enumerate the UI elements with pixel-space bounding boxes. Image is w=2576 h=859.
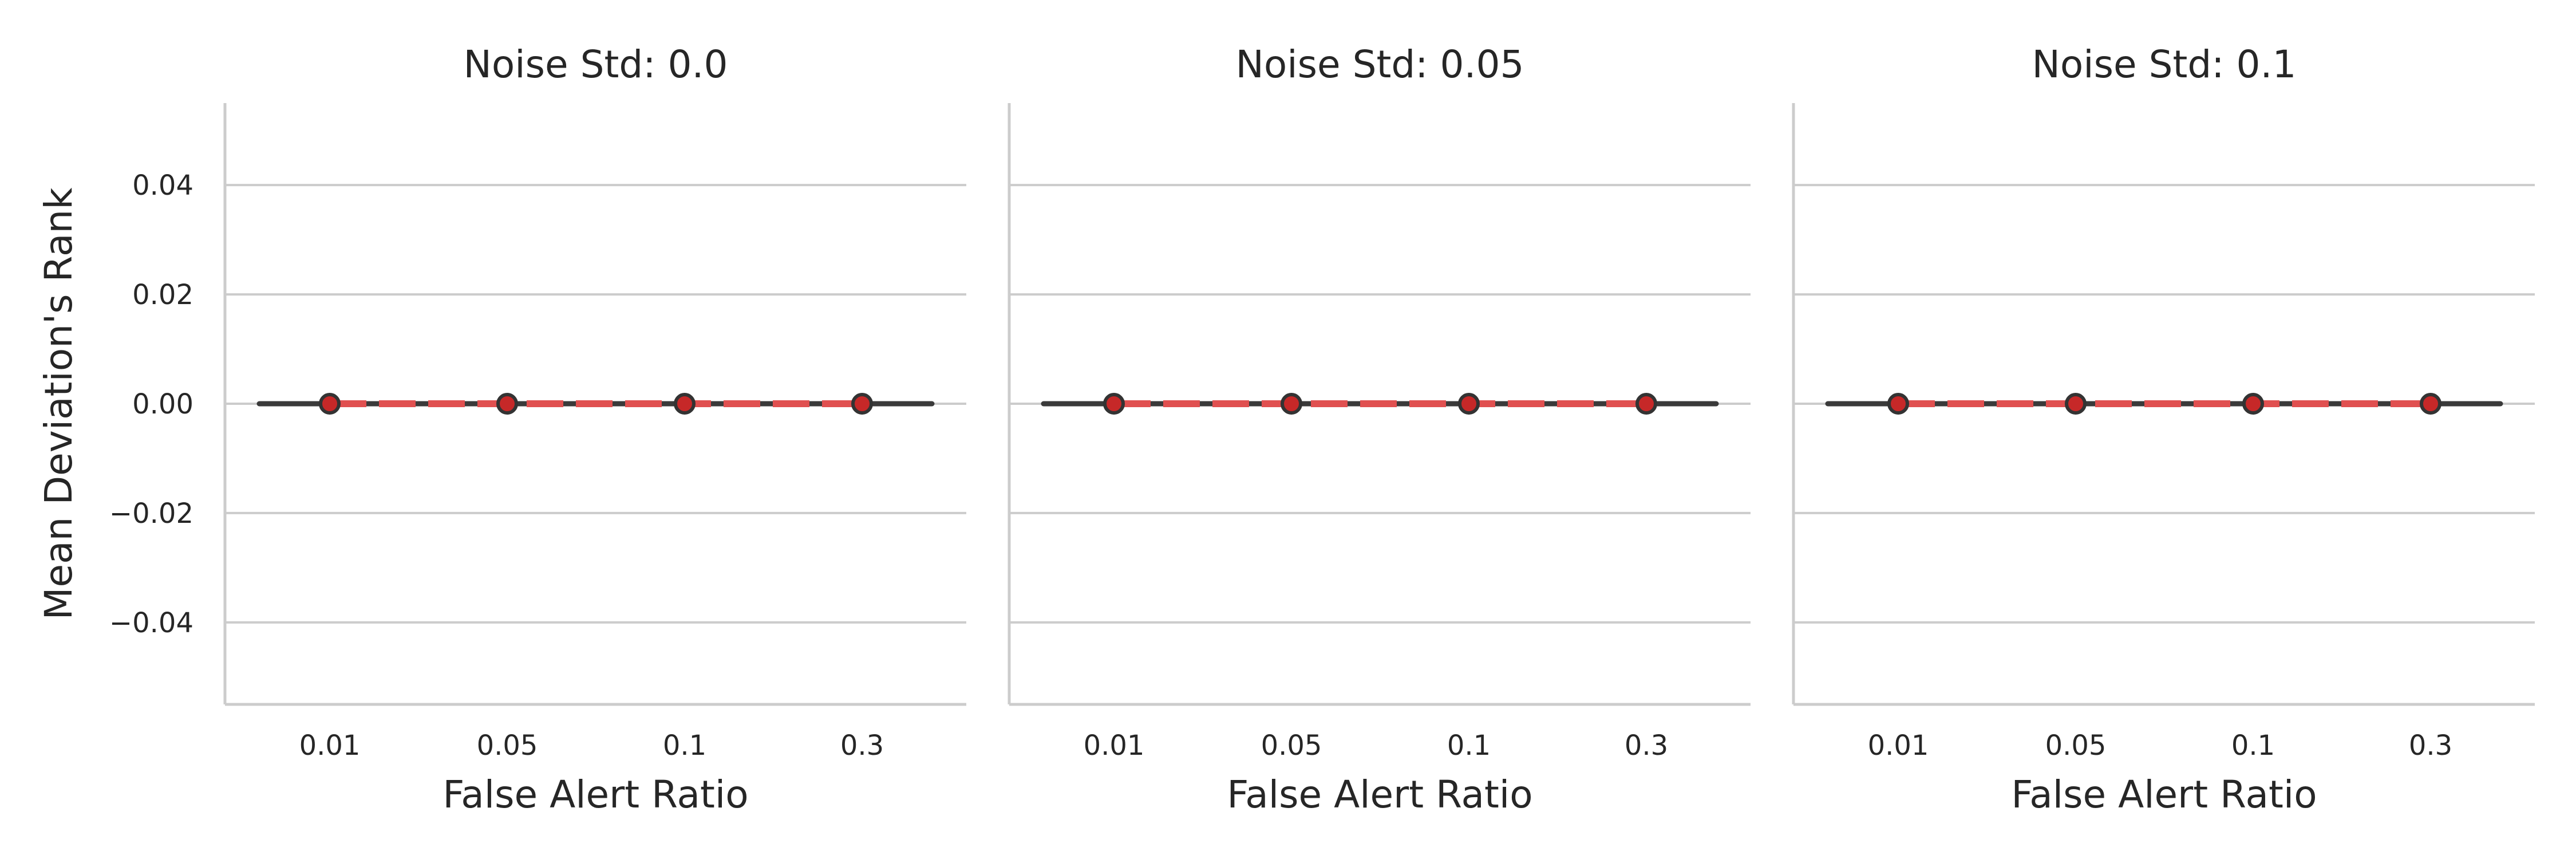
x-tick-label: 0.1 (663, 730, 706, 762)
data-point (2065, 393, 2087, 415)
x-tick-label: 0.05 (2045, 730, 2107, 762)
y-tick-label: −0.04 (109, 607, 193, 639)
x-axis-label: False Alert Ratio (2011, 773, 2317, 817)
data-point (1635, 393, 1657, 415)
panel-3: 0.01 0.05 0.1 0.3 Noise Std: 0.1 False Alert … (1792, 42, 2535, 817)
x-tick-label: 0.3 (840, 730, 884, 762)
panel-title: Noise Std: 0.05 (1236, 42, 1524, 86)
y-axis-label: Mean Deviation's Rank (37, 187, 81, 620)
y-tick-label: 0.04 (132, 170, 193, 202)
panels-group: 0.04 0.02 0.00 −0.02 −0.04 0.01 0.05 0.1 0.3 Nois… (109, 42, 2535, 817)
y-tick-label: −0.02 (109, 498, 193, 530)
x-axis-label: False Alert Ratio (442, 773, 748, 817)
data-point (1887, 393, 1909, 415)
data-point (1281, 393, 1302, 415)
data-point (1103, 393, 1125, 415)
x-tick-label: 0.01 (299, 730, 361, 762)
x-tick-label: 0.1 (1447, 730, 1491, 762)
data-point (1458, 393, 1480, 415)
x-tick-label: 0.05 (477, 730, 538, 762)
x-tick-label: 0.05 (1261, 730, 1322, 762)
y-tick-label: 0.00 (132, 388, 193, 420)
panel-2: 0.01 0.05 0.1 0.3 Noise Std: 0.05 False Alert… (1008, 42, 1751, 817)
x-tick-label: 0.3 (2409, 730, 2452, 762)
y-tick-label: 0.02 (132, 279, 193, 311)
data-point (319, 393, 341, 415)
x-tick-label: 0.01 (1868, 730, 1929, 762)
data-point (2420, 393, 2441, 415)
data-point (851, 393, 873, 415)
data-point (2242, 393, 2264, 415)
x-axis-label: False Alert Ratio (1227, 773, 1532, 817)
x-tick-label: 0.01 (1084, 730, 1145, 762)
panel-title: Noise Std: 0.0 (464, 42, 728, 86)
data-point (496, 393, 518, 415)
panel-title: Noise Std: 0.1 (2032, 42, 2297, 86)
x-tick-label: 0.3 (1625, 730, 1668, 762)
x-tick-label: 0.1 (2231, 730, 2275, 762)
data-point (674, 393, 696, 415)
panel-1: 0.04 0.02 0.00 −0.02 −0.04 0.01 0.05 0.1 0.3 Nois… (109, 42, 966, 817)
